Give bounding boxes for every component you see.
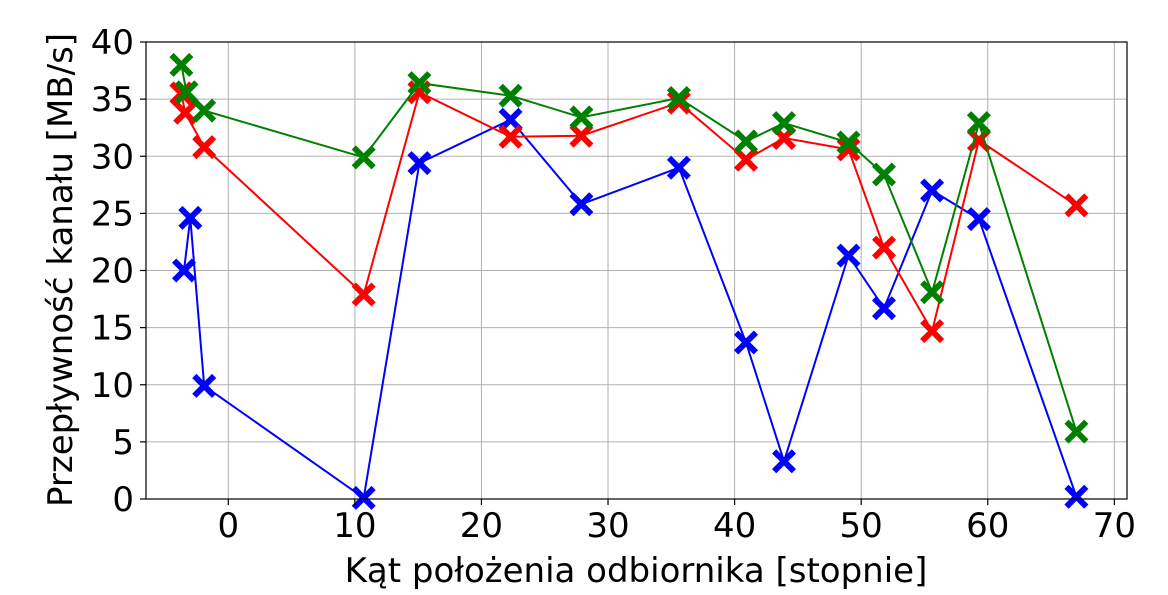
data-point-marker <box>836 137 861 162</box>
y-tick-label: 5 <box>112 423 134 463</box>
data-point-marker <box>836 243 861 268</box>
data-point-marker <box>734 330 758 355</box>
data-point-marker <box>1064 484 1089 509</box>
data-point-marker <box>836 130 861 155</box>
y-tick-label: 35 <box>91 80 134 120</box>
data-point-marker <box>772 111 796 136</box>
x-tick-label: 40 <box>713 506 756 546</box>
data-point-marker <box>498 107 523 132</box>
y-tick-label: 0 <box>112 480 134 520</box>
data-point-marker <box>966 111 991 136</box>
data-point-marker <box>1064 193 1089 218</box>
x-tick-label: 10 <box>333 506 376 546</box>
data-point-marker <box>734 129 758 154</box>
y-tick-label: 25 <box>91 194 134 234</box>
x-tick-label: 30 <box>586 506 629 546</box>
data-point-marker <box>498 124 523 149</box>
series-line <box>180 90 1077 334</box>
series-line <box>183 118 1078 500</box>
y-axis-title: Przepływność kanału [MB/s] <box>41 33 81 507</box>
data-point-marker <box>872 162 896 187</box>
data-point-marker <box>172 258 196 283</box>
series-0 <box>172 107 1089 510</box>
y-tick-label: 40 <box>91 23 134 63</box>
data-point-marker <box>569 192 594 217</box>
series-1 <box>169 80 1089 344</box>
data-point-marker <box>178 205 203 230</box>
data-point-marker <box>920 319 945 344</box>
series-2 <box>169 52 1089 444</box>
y-tick-label: 15 <box>91 309 134 349</box>
data-point-marker <box>169 52 194 77</box>
x-tick-label: 70 <box>1093 506 1136 546</box>
x-tick-label: 60 <box>966 506 1009 546</box>
data-point-marker <box>872 296 896 321</box>
y-tick-label: 30 <box>91 137 134 177</box>
data-point-marker <box>666 86 691 110</box>
data-point-marker <box>351 282 376 307</box>
data-point-marker <box>498 83 523 108</box>
grid <box>146 41 1127 500</box>
data-point-marker <box>666 155 691 180</box>
x-axis-title: Kąt położenia odbiornika [stopnie] <box>345 551 928 591</box>
data-point-marker <box>569 123 594 148</box>
data-point-marker <box>173 100 198 125</box>
data-point-marker <box>407 71 432 96</box>
data-point-marker <box>192 135 217 160</box>
series-layer <box>169 52 1089 510</box>
data-point-marker <box>772 449 796 474</box>
x-tick-label: 0 <box>217 506 239 546</box>
data-point-marker <box>1064 419 1089 444</box>
data-point-marker <box>192 373 217 398</box>
data-point-marker <box>734 147 758 172</box>
y-tick-label: 20 <box>91 252 134 292</box>
data-point-marker <box>407 151 432 176</box>
data-point-marker <box>174 80 199 105</box>
data-point-marker <box>666 90 691 115</box>
data-point-marker <box>920 280 945 305</box>
x-axis: 0 10 20 30 40 50 60 70 <box>217 499 1136 546</box>
data-point-marker <box>966 207 991 232</box>
x-tick-label: 20 <box>460 506 503 546</box>
data-point-marker <box>192 98 217 123</box>
data-point-marker <box>351 485 376 510</box>
x-tick-label: 50 <box>840 506 883 546</box>
y-axis: 0 5 10 15 20 25 30 35 40 <box>91 23 146 520</box>
data-point-marker <box>920 178 945 203</box>
data-point-marker <box>872 235 896 260</box>
y-tick-label: 10 <box>91 366 134 406</box>
data-point-marker <box>569 105 594 130</box>
data-point-marker <box>351 145 376 170</box>
